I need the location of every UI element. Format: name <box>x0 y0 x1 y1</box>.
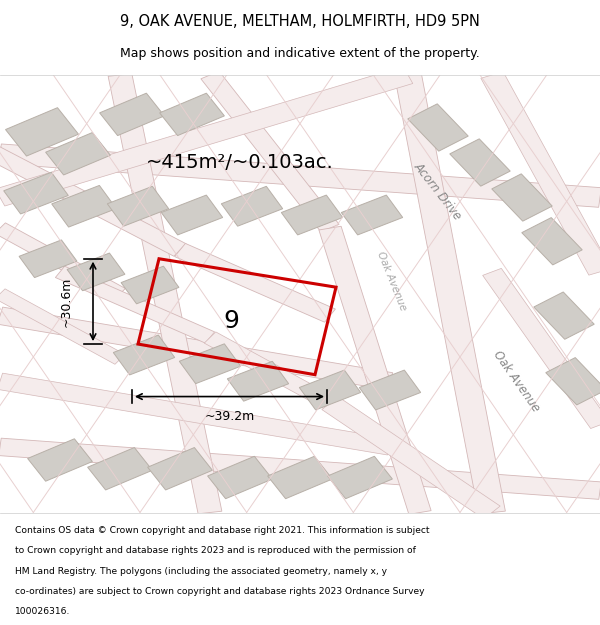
Polygon shape <box>0 373 392 455</box>
Polygon shape <box>201 71 339 232</box>
Text: co-ordinates) are subject to Crown copyright and database rights 2023 Ordnance S: co-ordinates) are subject to Crown copyr… <box>15 587 425 596</box>
Polygon shape <box>0 438 600 499</box>
Polygon shape <box>148 448 212 490</box>
Polygon shape <box>328 456 392 499</box>
Polygon shape <box>113 335 175 375</box>
Polygon shape <box>534 292 594 339</box>
Polygon shape <box>0 307 392 390</box>
Text: 9: 9 <box>223 309 239 332</box>
Polygon shape <box>408 104 468 151</box>
Polygon shape <box>121 266 179 304</box>
Polygon shape <box>108 74 222 514</box>
Polygon shape <box>100 93 164 136</box>
Polygon shape <box>359 370 421 410</box>
Polygon shape <box>481 72 600 275</box>
Polygon shape <box>0 66 413 206</box>
Text: Acorn Drive: Acorn Drive <box>412 159 464 222</box>
Text: Contains OS data © Crown copyright and database right 2021. This information is : Contains OS data © Crown copyright and d… <box>15 526 430 535</box>
Polygon shape <box>227 361 289 401</box>
Text: ~39.2m: ~39.2m <box>205 410 254 422</box>
Polygon shape <box>299 370 361 410</box>
Polygon shape <box>492 174 552 221</box>
Polygon shape <box>107 186 169 226</box>
Polygon shape <box>5 107 79 156</box>
Polygon shape <box>88 448 152 490</box>
Polygon shape <box>322 397 500 519</box>
Polygon shape <box>319 226 431 514</box>
Text: HM Land Registry. The polygons (including the associated geometry, namely x, y: HM Land Registry. The polygons (includin… <box>15 566 387 576</box>
Polygon shape <box>221 186 283 226</box>
Polygon shape <box>281 195 343 235</box>
Polygon shape <box>52 186 116 227</box>
Polygon shape <box>395 74 505 514</box>
Polygon shape <box>160 93 224 136</box>
Polygon shape <box>204 332 336 409</box>
Text: Oak Avenue: Oak Avenue <box>490 348 542 414</box>
Polygon shape <box>46 132 110 175</box>
Polygon shape <box>19 240 77 278</box>
Polygon shape <box>450 139 510 186</box>
Polygon shape <box>67 253 125 291</box>
Polygon shape <box>522 217 582 265</box>
Polygon shape <box>341 195 403 235</box>
Polygon shape <box>55 266 215 343</box>
Polygon shape <box>179 344 241 384</box>
Polygon shape <box>161 195 223 235</box>
Text: 100026316.: 100026316. <box>15 607 70 616</box>
Polygon shape <box>0 289 125 364</box>
Text: to Crown copyright and database rights 2023 and is reproduced with the permissio: to Crown copyright and database rights 2… <box>15 546 416 555</box>
Text: Oak Avenue: Oak Avenue <box>375 249 408 312</box>
Polygon shape <box>208 456 272 499</box>
Text: 9, OAK AVENUE, MELTHAM, HOLMFIRTH, HD9 5PN: 9, OAK AVENUE, MELTHAM, HOLMFIRTH, HD9 5… <box>120 14 480 29</box>
Polygon shape <box>0 223 125 299</box>
Polygon shape <box>482 268 600 429</box>
Polygon shape <box>175 243 335 322</box>
Text: Map shows position and indicative extent of the property.: Map shows position and indicative extent… <box>120 48 480 61</box>
Polygon shape <box>0 144 600 208</box>
Text: ~30.6m: ~30.6m <box>59 276 73 327</box>
Polygon shape <box>0 134 186 256</box>
Polygon shape <box>28 439 92 481</box>
Text: ~415m²/~0.103ac.: ~415m²/~0.103ac. <box>146 153 334 172</box>
Polygon shape <box>546 357 600 405</box>
Polygon shape <box>268 456 332 499</box>
Polygon shape <box>4 173 68 214</box>
